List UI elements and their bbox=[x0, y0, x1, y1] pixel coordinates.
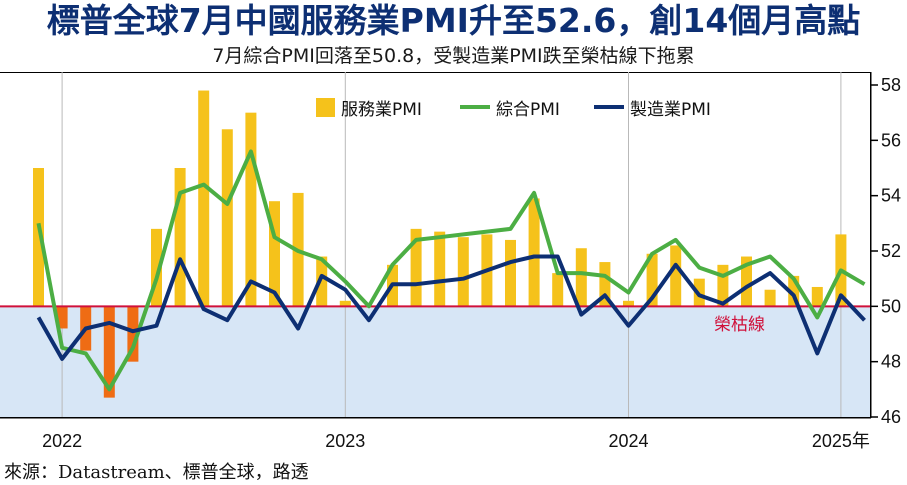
legend-label-composite: 綜合PMI bbox=[496, 100, 560, 120]
bar-services-13 bbox=[339, 300, 351, 307]
x-tick-label-0: 2022 bbox=[42, 431, 82, 451]
bar-services-3 bbox=[103, 306, 115, 398]
bar-services-23 bbox=[575, 248, 587, 307]
bar-services-10 bbox=[269, 201, 280, 307]
bar-services-25 bbox=[623, 300, 634, 307]
bar-services-32 bbox=[788, 275, 800, 307]
below-50-band bbox=[0, 306, 870, 417]
chart-subtitle: 7月綜合PMI回落至50.8，受製造業PMI跌至榮枯線下拖累 bbox=[212, 45, 695, 67]
bar-services-24 bbox=[599, 262, 611, 307]
bar-services-21 bbox=[528, 198, 540, 307]
bar-services-17 bbox=[434, 231, 446, 307]
bar-services-26 bbox=[646, 253, 658, 307]
bar-services-29 bbox=[717, 264, 729, 307]
legend-swatch-services bbox=[316, 98, 335, 117]
y-tick-label-4: 50 bbox=[881, 296, 901, 316]
legend-label-manufacturing: 製造業PMI bbox=[630, 100, 711, 120]
legend: 服務業PMI 綜合PMI 製造業PMI bbox=[316, 98, 711, 120]
bar-services-9 bbox=[245, 112, 257, 307]
plot-frame-top bbox=[0, 72, 870, 73]
y-tick-label-0: 58 bbox=[881, 75, 901, 95]
source-note: 來源：Datastream、標普全球，路透 bbox=[4, 462, 309, 483]
bar-services-7 bbox=[198, 90, 210, 307]
bar-services-6 bbox=[174, 168, 186, 307]
bar-services-20 bbox=[505, 239, 516, 307]
bar-services-16 bbox=[410, 228, 422, 307]
y-axis-line bbox=[870, 72, 872, 418]
bar-services-4 bbox=[127, 306, 139, 362]
bar-services-18 bbox=[457, 237, 469, 307]
bar-services-1 bbox=[56, 306, 68, 329]
bar-services-22 bbox=[552, 273, 564, 307]
y-tick-label-2: 54 bbox=[881, 186, 901, 206]
bar-services-0 bbox=[33, 168, 44, 307]
legend-label-services: 服務業PMI bbox=[341, 100, 422, 120]
bar-services-33 bbox=[811, 286, 823, 307]
series-line-composite bbox=[36, 149, 866, 392]
x-axis-ticks: 2022 2023 2024 2025年 bbox=[42, 431, 870, 451]
y-axis-ticks: 58 56 54 52 50 48 46 bbox=[870, 75, 901, 427]
bar-services-27 bbox=[670, 245, 682, 307]
y-tick-label-5: 48 bbox=[881, 352, 901, 372]
x-tick-label-3: 2025年 bbox=[812, 431, 870, 451]
y-tick-label-6: 46 bbox=[881, 407, 901, 427]
x-tick-label-2: 2024 bbox=[608, 431, 648, 451]
series-line-manufacturing bbox=[36, 254, 866, 361]
x-axis-line bbox=[0, 417, 871, 419]
bar-services-5 bbox=[151, 228, 162, 307]
bar-services-31 bbox=[764, 289, 776, 307]
bar-services-12 bbox=[316, 256, 328, 307]
reference-line-label: 榮枯線 bbox=[714, 315, 765, 335]
chart-title: 標普全球7月中國服務業PMI升至52.6，創14個月高點 bbox=[46, 1, 861, 40]
bar-services-30 bbox=[741, 256, 752, 307]
bar-services-8 bbox=[221, 129, 233, 307]
legend-swatch-manufacturing bbox=[594, 105, 624, 109]
legend-swatch-composite bbox=[460, 105, 490, 109]
y-tick-label-3: 52 bbox=[881, 241, 901, 261]
x-tick-label-1: 2023 bbox=[325, 431, 365, 451]
y-tick-label-1: 56 bbox=[881, 130, 901, 150]
